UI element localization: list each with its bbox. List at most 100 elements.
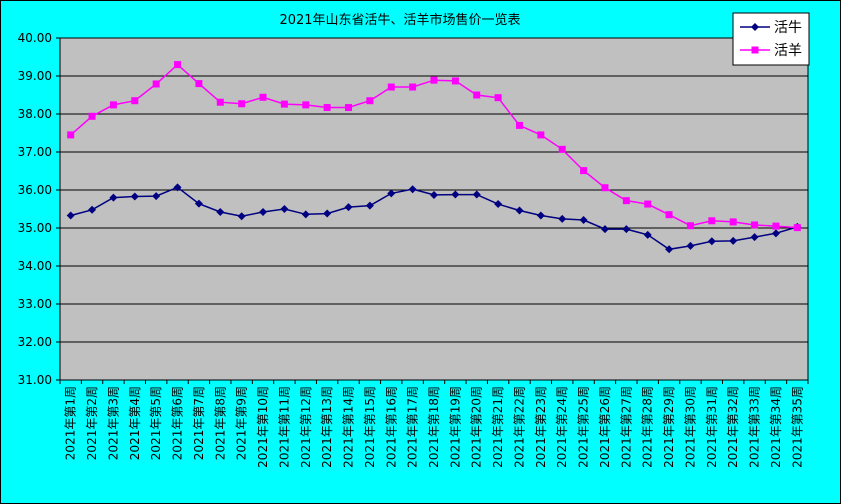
x-tick-label: 2021年第23周 — [534, 386, 548, 468]
data-point — [366, 97, 374, 105]
data-point — [152, 80, 160, 88]
x-tick-label: 2021年第9周 — [235, 386, 249, 460]
x-tick-label: 2021年第27周 — [619, 386, 633, 468]
data-point — [772, 222, 780, 230]
data-point — [152, 192, 161, 201]
data-point — [622, 197, 630, 205]
data-point — [600, 225, 609, 234]
x-tick-label: 2021年第35周 — [790, 386, 804, 468]
x-tick-label: 2021年第18周 — [427, 386, 441, 468]
x-tick-label: 2021年第8周 — [213, 386, 227, 460]
data-point — [473, 91, 481, 99]
x-tick-label: 2021年第1周 — [64, 386, 78, 460]
data-point — [558, 145, 566, 153]
data-point — [729, 236, 738, 245]
data-point — [67, 131, 75, 139]
y-tick-label: 40.00 — [18, 31, 52, 45]
data-point — [88, 205, 97, 214]
x-tick-label: 2021年第25周 — [577, 386, 591, 468]
data-point — [259, 208, 268, 217]
data-point — [173, 183, 182, 192]
x-tick-label: 2021年第31周 — [705, 386, 719, 468]
x-tick-label: 2021年第24周 — [555, 386, 569, 468]
x-axis: 2021年第1周 2021年第2周 2021年第3周 2021年第4周 2021年第5周… — [59, 380, 809, 468]
x-tick-label: 2021年第32周 — [726, 386, 740, 468]
legend-label-1: 活牛 — [774, 20, 802, 36]
data-point — [665, 211, 673, 219]
data-point — [686, 222, 694, 230]
data-point — [195, 80, 203, 88]
data-point — [301, 210, 310, 219]
data-point — [409, 83, 417, 91]
x-tick-label: 2021年第29周 — [662, 386, 676, 468]
x-tick-label: 2021年第2周 — [85, 386, 99, 460]
y-tick-label: 32.00 — [18, 335, 52, 349]
data-point — [430, 76, 438, 84]
data-point — [494, 200, 503, 209]
x-tick-label: 2021年第12周 — [299, 386, 313, 468]
x-tick-label: 2021年第10周 — [256, 386, 270, 468]
data-point — [365, 201, 374, 210]
y-axis: 31.00 32.00 33.00 34.00 35.00 36.00 37.00 38.00… — [18, 31, 60, 387]
data-point — [109, 193, 118, 202]
legend-marker-1 — [751, 23, 759, 31]
y-tick-label: 33.00 — [18, 297, 52, 311]
data-point — [130, 192, 139, 201]
grid-lines — [60, 75, 808, 343]
legend-marker-2 — [751, 46, 759, 54]
x-tick-label: 2021年第4周 — [128, 386, 142, 460]
data-point — [280, 205, 289, 213]
chart-title: 2021年山东省活牛、活羊市场售价一览表 — [279, 12, 520, 28]
x-tick-label: 2021年第13周 — [320, 386, 334, 468]
x-tick-label: 2021年第7周 — [192, 386, 206, 460]
data-point — [580, 167, 588, 175]
data-point — [579, 216, 588, 225]
x-tick-label: 2021年第14周 — [342, 386, 356, 468]
x-tick-label: 2021年第17周 — [406, 386, 420, 468]
data-point — [686, 241, 695, 250]
x-tick-label: 2021年第28周 — [641, 386, 655, 468]
data-point — [174, 61, 182, 69]
data-point — [345, 104, 353, 112]
data-point — [302, 101, 310, 109]
data-point — [430, 190, 438, 199]
x-tick-label: 2021年第3周 — [106, 386, 120, 460]
x-tick-label: 2021年第19周 — [448, 386, 462, 468]
data-point — [494, 94, 502, 102]
data-point — [194, 199, 203, 208]
data-point — [707, 237, 716, 246]
data-point — [238, 100, 246, 108]
x-tick-label: 2021年第30周 — [683, 386, 697, 468]
data-point — [323, 104, 331, 112]
data-point — [408, 185, 417, 194]
data-point — [451, 190, 460, 199]
legend-label-2: 活羊 — [774, 43, 802, 59]
data-point — [665, 245, 674, 254]
data-point — [601, 184, 609, 192]
data-point — [66, 211, 75, 220]
data-point — [515, 206, 524, 215]
x-tick-label: 2021年第34周 — [769, 386, 783, 468]
data-point — [515, 121, 523, 129]
data-point — [387, 83, 395, 91]
y-tick-label: 35.00 — [18, 221, 52, 235]
x-tick-label: 2021年第22周 — [512, 386, 526, 468]
y-tick-label: 36.00 — [18, 183, 52, 197]
data-point — [323, 209, 332, 218]
data-point — [536, 211, 545, 220]
data-point — [109, 101, 117, 109]
x-tick-label: 2021年第5周 — [149, 386, 163, 460]
y-tick-label: 38.00 — [18, 107, 52, 121]
data-point — [131, 97, 139, 105]
data-point — [558, 214, 567, 223]
data-point — [729, 218, 737, 226]
data-point — [237, 212, 246, 221]
x-tick-label: 2021年第16周 — [384, 386, 398, 468]
data-point — [387, 189, 396, 198]
data-point — [88, 112, 96, 120]
x-tick-label: 2021年第26周 — [598, 386, 612, 468]
data-point — [750, 233, 759, 242]
x-tick-label: 2021年第6周 — [171, 386, 185, 460]
data-point — [344, 203, 353, 212]
